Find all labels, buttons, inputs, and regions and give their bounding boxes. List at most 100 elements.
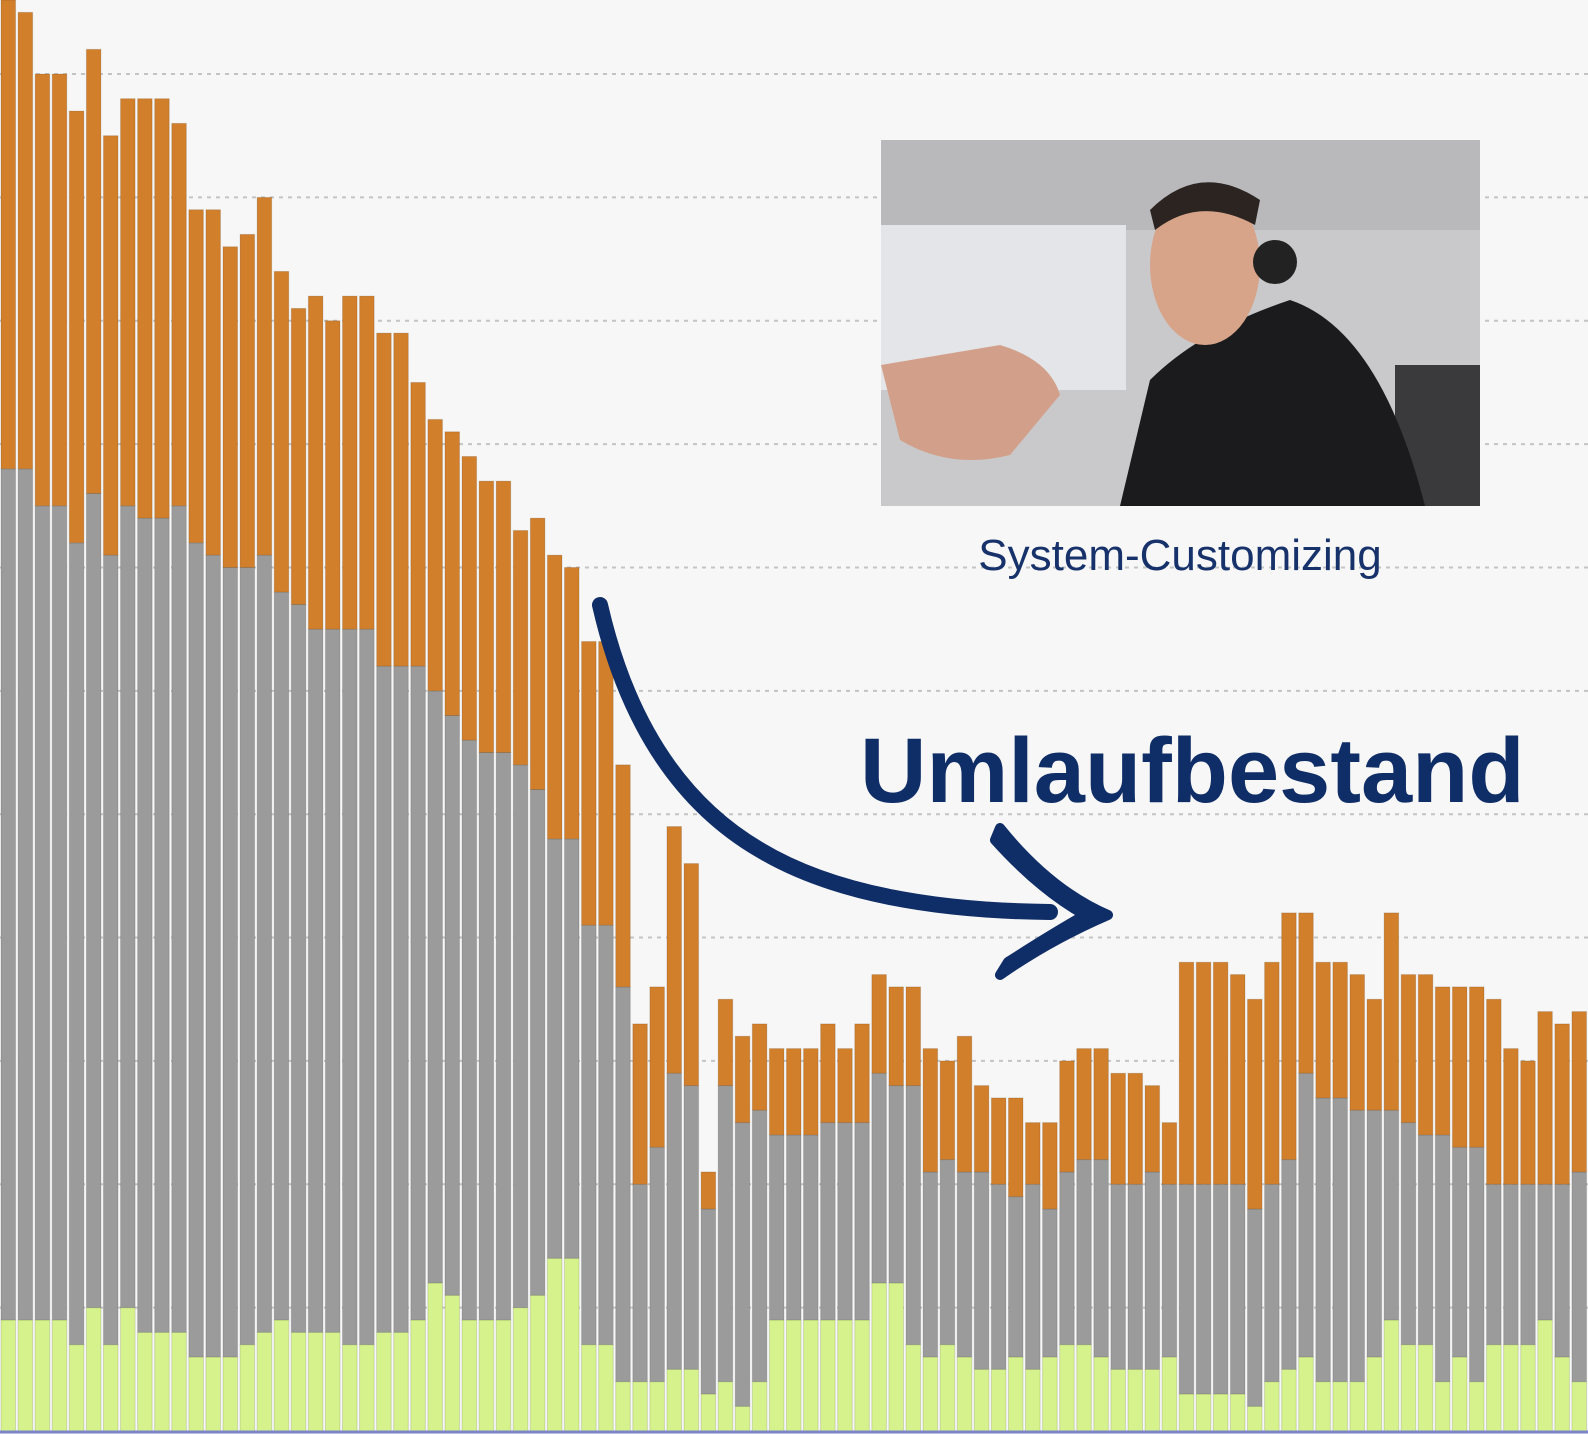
- bar-segment: [1179, 1184, 1194, 1394]
- bar-segment: [394, 666, 409, 1332]
- bar-segment: [206, 210, 221, 555]
- bar-segment: [1162, 1184, 1177, 1357]
- bar-segment: [872, 1283, 887, 1431]
- bar-segment: [206, 555, 221, 1357]
- bar-segment: [530, 790, 545, 1296]
- bar-segment: [547, 1258, 562, 1431]
- bar-segment: [769, 1049, 784, 1135]
- bar-segment: [769, 1135, 784, 1320]
- bar-segment: [1111, 1073, 1126, 1184]
- bar-segment: [616, 1382, 631, 1431]
- bar-segment: [786, 1049, 801, 1135]
- bar-segment: [940, 1061, 955, 1160]
- bar-segment: [923, 1357, 938, 1431]
- bar-segment: [1196, 962, 1211, 1184]
- bar-segment: [206, 1357, 221, 1431]
- bar-segment: [1008, 1197, 1023, 1357]
- bar-segment: [1452, 987, 1467, 1147]
- bar-segment: [804, 1049, 819, 1135]
- bar-segment: [889, 1086, 904, 1283]
- page: System-Customizing Umlaufbestand (() => …: [0, 0, 1588, 1434]
- bar-segment: [718, 1382, 733, 1431]
- bar-segment: [752, 1110, 767, 1381]
- bar-segment: [1555, 1184, 1570, 1357]
- bar-segment: [735, 1406, 750, 1431]
- bar-segment: [1060, 1345, 1075, 1431]
- bar-segment: [667, 1369, 682, 1431]
- bar-segment: [52, 1320, 67, 1431]
- bar-segment: [1555, 1024, 1570, 1184]
- bar-segment: [155, 99, 170, 518]
- bar-segment: [684, 864, 699, 1086]
- bar-segment: [1282, 913, 1297, 1160]
- bar-segment: [138, 518, 153, 1332]
- bar-segment: [1145, 1369, 1160, 1431]
- bar-segment: [1162, 1357, 1177, 1431]
- bar-segment: [1128, 1184, 1143, 1369]
- bar-segment: [786, 1135, 801, 1320]
- bar-segment: [138, 99, 153, 518]
- bar-segment: [1504, 1184, 1519, 1344]
- bar-segment: [1435, 987, 1450, 1135]
- bar-segment: [1299, 1357, 1314, 1431]
- bar-segment: [1230, 975, 1245, 1185]
- bar-segment: [257, 555, 272, 1332]
- bar-segment: [1247, 1406, 1262, 1431]
- bar-segment: [1469, 1382, 1484, 1431]
- bar-segment: [957, 1036, 972, 1172]
- bar-segment: [718, 999, 733, 1085]
- bar-segment: [786, 1320, 801, 1431]
- bar-segment: [428, 1283, 443, 1431]
- bar-segment: [1350, 1110, 1365, 1381]
- bar-segment: [1487, 1184, 1502, 1344]
- bar-segment: [240, 234, 255, 567]
- bar-segment: [1077, 1160, 1092, 1345]
- bar-segment: [1213, 1394, 1228, 1431]
- bar-segment: [1572, 1012, 1587, 1172]
- bar-segment: [547, 555, 562, 839]
- bar-segment: [496, 753, 511, 1320]
- bar-segment: [155, 518, 170, 1332]
- bar-segment: [684, 1369, 699, 1431]
- bar-segment: [616, 987, 631, 1382]
- bar-segment: [547, 839, 562, 1258]
- bar-segment: [343, 296, 358, 629]
- bar-segment: [530, 518, 545, 789]
- bar-segment: [1094, 1049, 1109, 1160]
- bar-segment: [513, 1308, 528, 1431]
- bar-segment: [462, 1320, 477, 1431]
- bar-segment: [1435, 1135, 1450, 1382]
- bar-segment: [172, 123, 187, 505]
- bar-segment: [582, 641, 597, 925]
- bar-segment: [701, 1209, 716, 1394]
- bar-segment: [684, 1086, 699, 1370]
- bar-segment: [1, 469, 16, 1320]
- bar-segment: [1504, 1345, 1519, 1431]
- bar-segment: [240, 567, 255, 1344]
- bar-segment: [906, 1086, 921, 1345]
- bar-segment: [701, 1394, 716, 1431]
- bar-segment: [1401, 1345, 1416, 1431]
- bar-segment: [1384, 1320, 1399, 1431]
- bar-segment: [1111, 1184, 1126, 1369]
- bar-segment: [377, 1332, 392, 1431]
- bar-segment: [343, 629, 358, 1344]
- bar-segment: [1555, 1357, 1570, 1431]
- bar-segment: [1060, 1061, 1075, 1172]
- bar-segment: [308, 629, 323, 1332]
- bar-segment: [1230, 1394, 1245, 1431]
- bar-segment: [1060, 1172, 1075, 1345]
- bar-segment: [1401, 975, 1416, 1123]
- bar-segment: [69, 1345, 84, 1431]
- bar-segment: [1316, 1382, 1331, 1431]
- bar-segment: [86, 493, 101, 1307]
- bar-segment: [291, 308, 306, 604]
- bar-segment: [1333, 1382, 1348, 1431]
- bar-segment: [1538, 1184, 1553, 1320]
- bar-segment: [650, 987, 665, 1147]
- bar-segment: [103, 555, 118, 1345]
- bar-segment: [582, 925, 597, 1344]
- bar-segment: [155, 1332, 170, 1431]
- bar-segment: [1367, 999, 1382, 1110]
- bar-segment: [86, 1308, 101, 1431]
